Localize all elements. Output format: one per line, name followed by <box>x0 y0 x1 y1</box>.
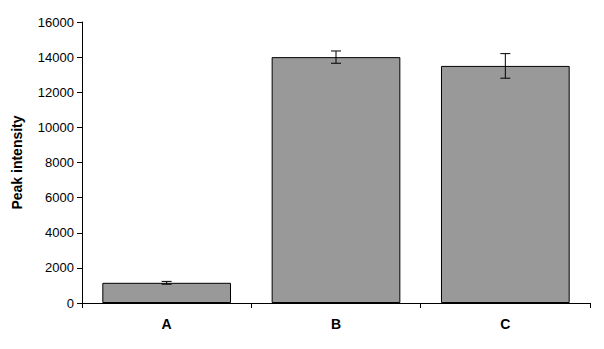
svg-text:10000: 10000 <box>38 120 74 135</box>
svg-text:C: C <box>500 316 510 332</box>
svg-text:16000: 16000 <box>38 15 74 30</box>
svg-text:8000: 8000 <box>45 155 74 170</box>
svg-text:14000: 14000 <box>38 50 74 65</box>
svg-text:A: A <box>162 316 172 332</box>
svg-text:12000: 12000 <box>38 85 74 100</box>
svg-text:0: 0 <box>67 296 74 311</box>
svg-text:B: B <box>331 316 341 332</box>
svg-text:2000: 2000 <box>45 260 74 275</box>
svg-text:Peak intensity: Peak intensity <box>9 115 25 209</box>
svg-text:4000: 4000 <box>45 225 74 240</box>
svg-text:6000: 6000 <box>45 190 74 205</box>
